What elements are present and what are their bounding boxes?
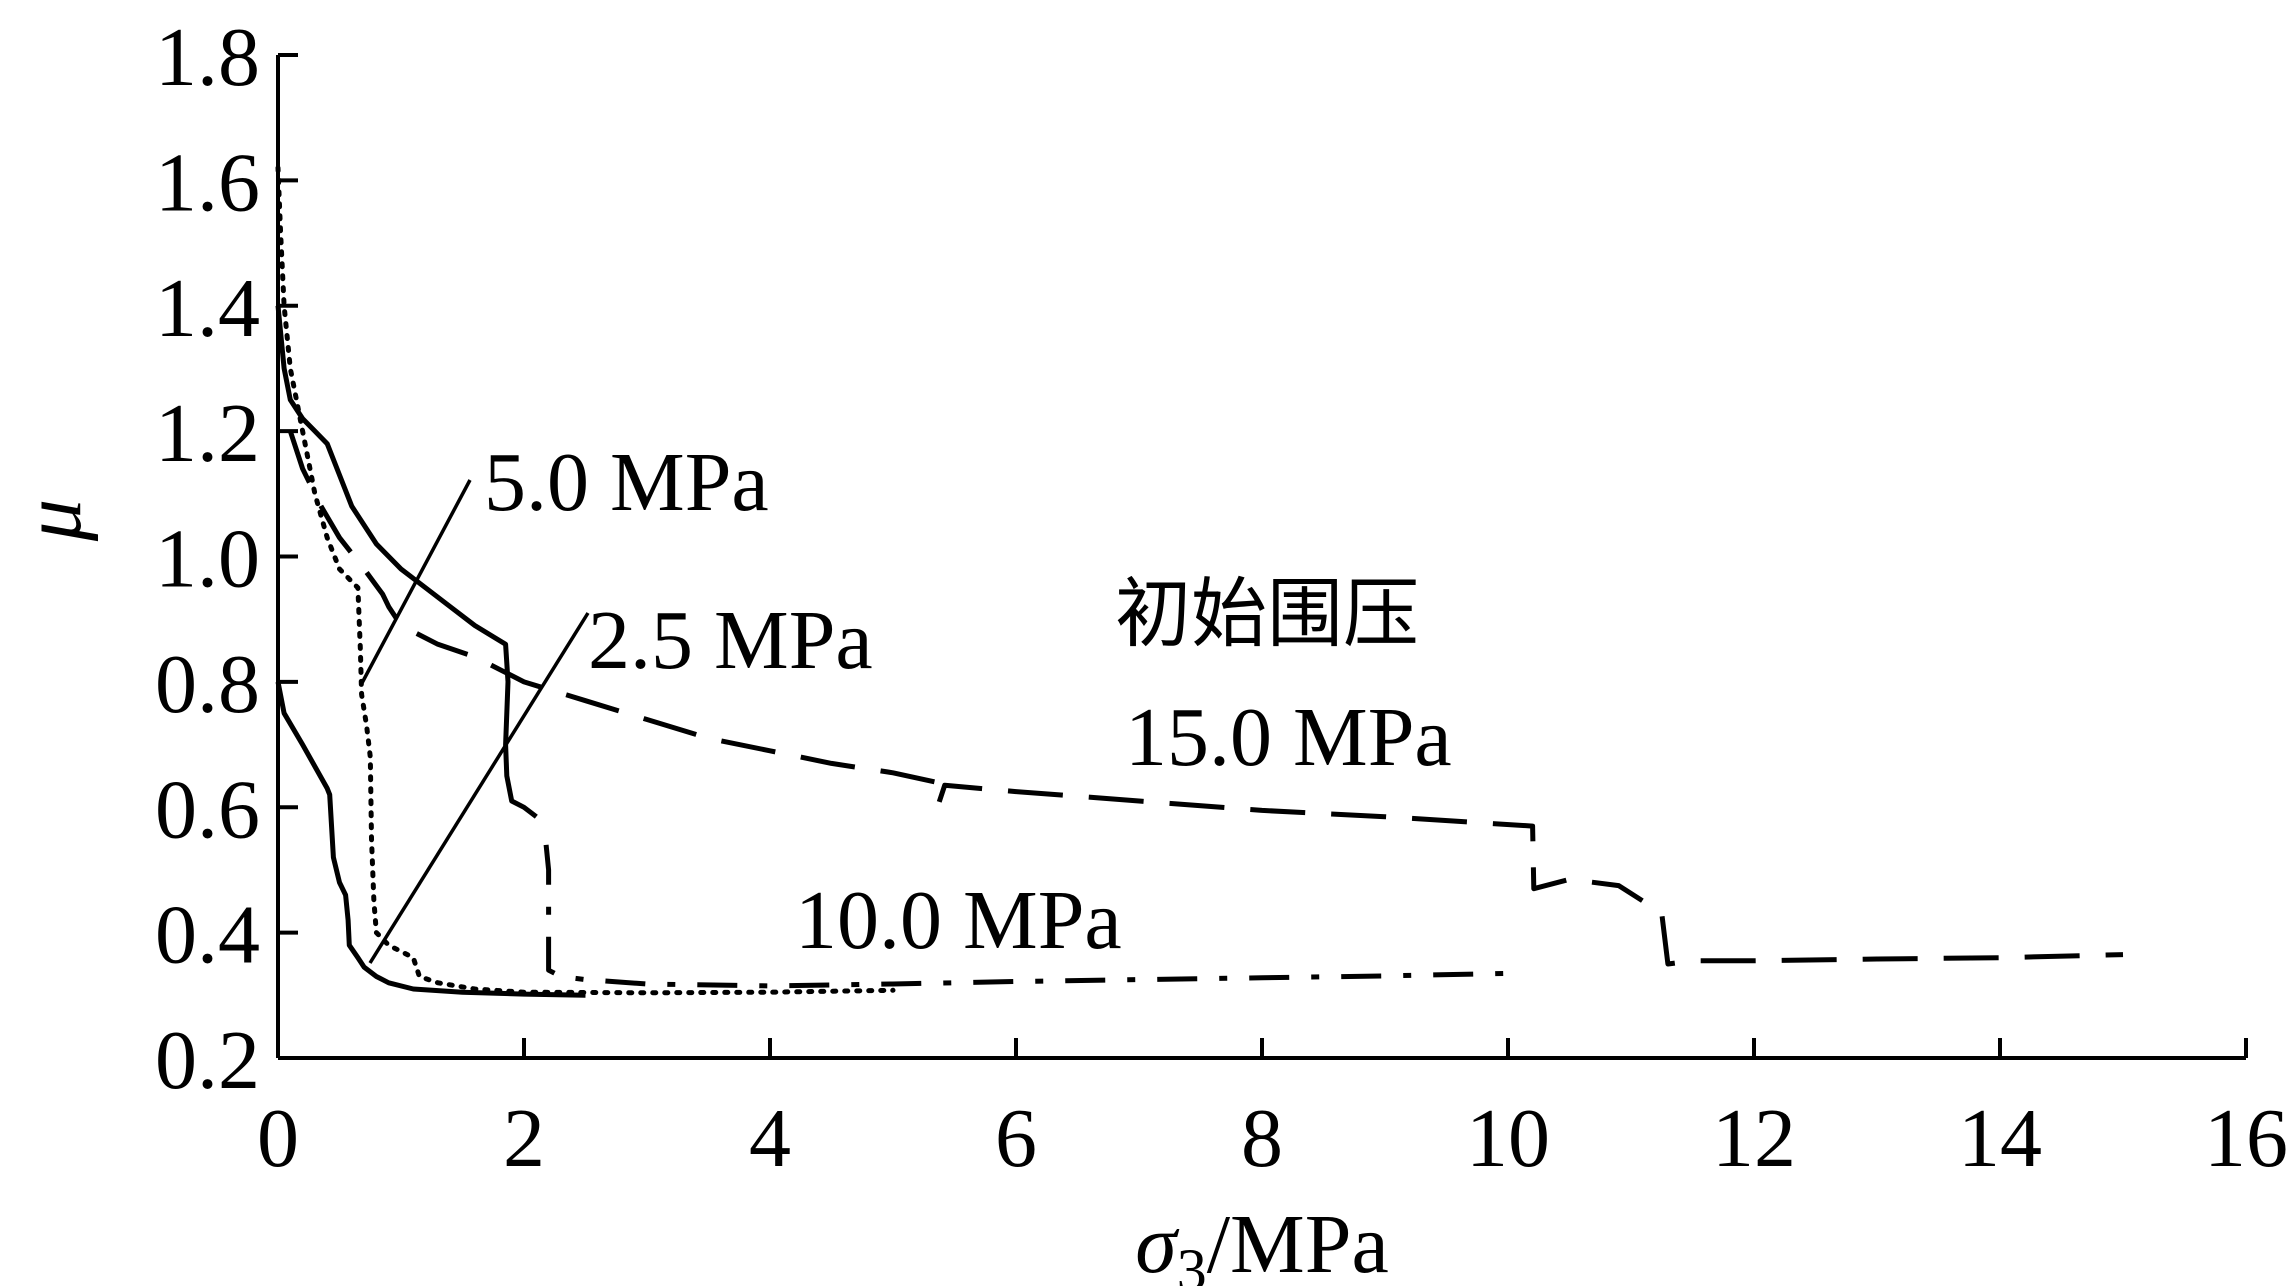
y-tick-label: 1.4	[155, 262, 260, 355]
y-tick-label: 1.6	[155, 136, 260, 229]
annotation-leaders	[360, 479, 590, 964]
x-tick-label: 2	[503, 1092, 545, 1185]
y-tick-label: 1.8	[155, 11, 260, 104]
x-tick-label: 10	[1466, 1092, 1550, 1185]
y-tick-label: 0.4	[155, 889, 260, 982]
series-line-dashdot	[543, 844, 1509, 989]
leader-line-2-5-mpa	[368, 612, 590, 964]
annotation-5-mpa: 5.0 MPa	[484, 436, 769, 529]
x-axis-subscript: 3	[1177, 1237, 1207, 1286]
y-tick-label: 1.2	[155, 387, 260, 480]
x-tick-label: 12	[1712, 1092, 1796, 1185]
y-tick-label: 0.6	[155, 763, 260, 856]
x-tick-label: 0	[257, 1092, 299, 1185]
series-line-solid	[275, 305, 538, 819]
series-line-dotted	[275, 165, 896, 996]
y-axis-label: μ	[6, 499, 99, 542]
x-axis-label: σ3/MPa	[1135, 1198, 1388, 1286]
y-tick-label: 0.2	[155, 1014, 260, 1107]
series-group	[275, 165, 2124, 998]
x-tick-label: 8	[1241, 1092, 1283, 1185]
leader-line-5-mpa	[360, 479, 472, 684]
x-tick-label: 16	[2204, 1092, 2288, 1185]
annotation-initial-confining-pressure: 初始围压	[1115, 569, 1419, 658]
x-axis-unit: /MPa	[1207, 1198, 1389, 1286]
annotation-15-mpa: 15.0 MPa	[1125, 691, 1452, 784]
x-tick-label: 6	[995, 1092, 1037, 1185]
axes: 0 2 4 6 8 10 12 14 16 0.2 0.4 0.6 0.8 1.0 1.2 1.4 1.6 1.8	[155, 11, 2288, 1185]
annotation-2-5-mpa: 2.5 MPa	[588, 594, 873, 687]
y-tick-label: 0.8	[155, 638, 260, 731]
series-line-dashed	[287, 430, 2124, 967]
x-tick-label: 14	[1958, 1092, 2042, 1185]
series-line-solid	[275, 681, 586, 998]
x-tick-label: 4	[749, 1092, 791, 1185]
x-axis-symbol: σ	[1135, 1198, 1180, 1286]
annotation-10-mpa: 10.0 MPa	[795, 874, 1122, 967]
y-tick-label: 1.0	[155, 513, 260, 606]
